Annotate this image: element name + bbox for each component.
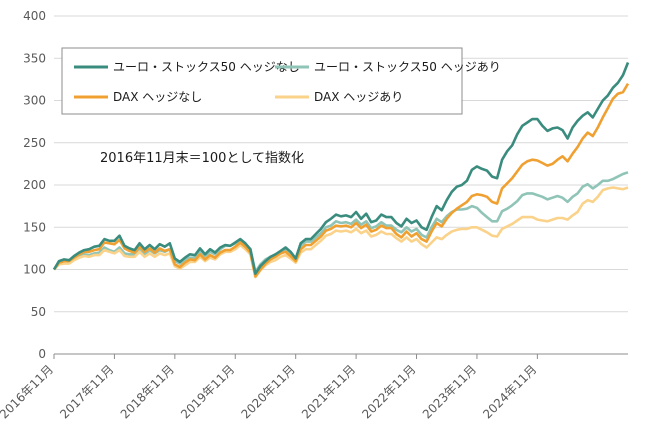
x-tick-label: 2016年11月	[0, 362, 56, 421]
y-tick-label: 100	[23, 263, 46, 277]
x-tick-label: 2018年11月	[118, 362, 177, 421]
series-eurostoxx50-hedged-line	[53, 171, 629, 274]
y-tick-label: 0	[38, 347, 46, 361]
x-tick-label: 2019年11月	[178, 362, 237, 421]
legend-label-eurostoxx50-unhedged: ユーロ・ストックス50 ヘッジなし	[113, 60, 300, 74]
y-tick-label: 50	[31, 305, 46, 319]
legend-label-eurostoxx50-hedged: ユーロ・ストックス50 ヘッジあり	[314, 60, 501, 74]
legend-box	[61, 47, 463, 115]
x-tick-label: 2023年11月	[420, 362, 479, 421]
y-axis-tick-labels: 0 50 100 150 200 250 300 350 400	[23, 9, 46, 361]
y-tick-label: 250	[23, 136, 46, 150]
x-tick-label: 2022年11月	[359, 362, 418, 421]
legend-label-dax-hedged: DAX ヘッジあり	[314, 90, 403, 104]
y-tick-label: 300	[23, 94, 46, 108]
series-dax-hedged-line	[53, 186, 629, 279]
y-tick-label: 350	[23, 51, 46, 65]
series-dax-unhedged-line	[52, 82, 630, 278]
x-tick-label: 2020年11月	[239, 362, 298, 421]
y-tick-label: 200	[23, 178, 46, 192]
x-tick-label: 2017年11月	[57, 362, 116, 421]
x-tick-label: 2021年11月	[299, 362, 358, 421]
legend-label-dax-unhedged: DAX ヘッジなし	[113, 90, 202, 104]
x-tick-label: 2024年11月	[480, 362, 539, 421]
series-eurostoxx50-unhedged-line	[52, 62, 630, 276]
legend: ユーロ・ストックス50 ヘッジなし ユーロ・ストックス50 ヘッジあり DAX …	[61, 47, 501, 115]
y-tick-label: 150	[23, 220, 46, 234]
index-annotation: 2016年11月末＝100として指数化	[100, 151, 304, 166]
y-tick-label: 400	[23, 9, 46, 23]
x-axis-tick-labels: 2016年11月 2017年11月 2018年11月 2019年11月 2020年11月…	[0, 362, 539, 421]
series-lines	[52, 62, 630, 279]
